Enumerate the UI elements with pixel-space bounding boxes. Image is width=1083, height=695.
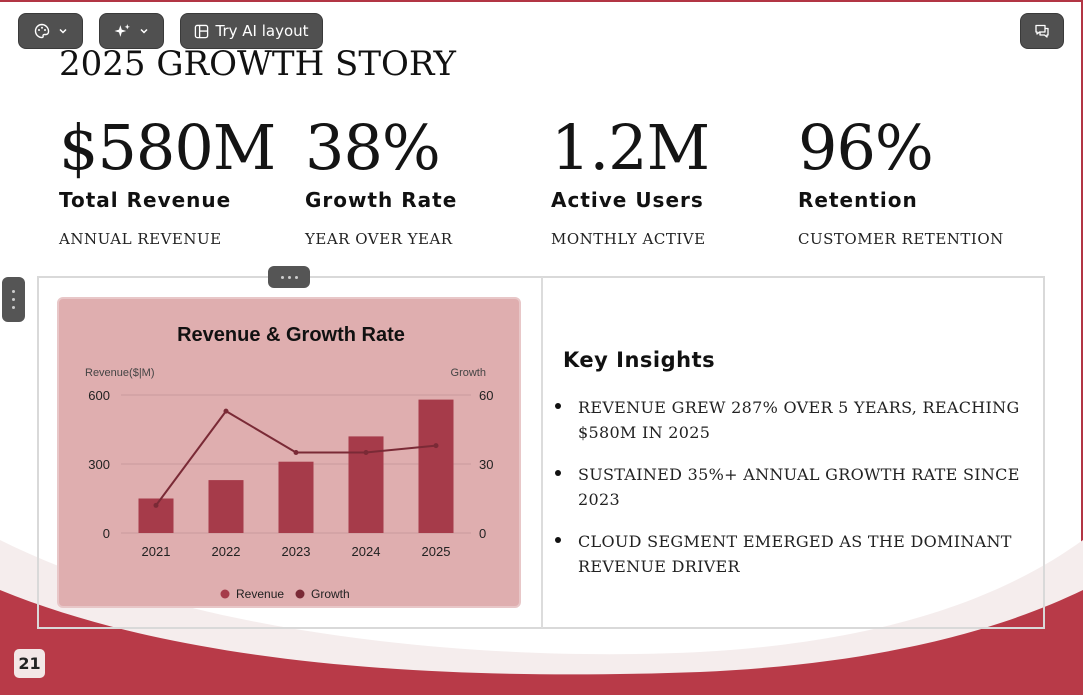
y-tick-label: 300 xyxy=(88,457,110,472)
revenue-growth-chart: Revenue & Growth Rate Revenue($|M) Growth 0… xyxy=(85,324,493,601)
growth-point xyxy=(293,450,299,455)
y-tick-label: 600 xyxy=(88,388,110,403)
try-ai-layout-label: Try AI layout xyxy=(215,22,309,40)
growth-point xyxy=(363,450,369,455)
x-tick-label: 2023 xyxy=(282,544,311,559)
layout-icon xyxy=(195,24,209,38)
stat-growth-rate: 38% Growth Rate YEAR OVER YEAR xyxy=(305,108,535,248)
x-tick-label: 2025 xyxy=(422,544,451,559)
legend-growth-label: Growth xyxy=(311,587,350,601)
x-tick-label: 2024 xyxy=(352,544,381,559)
stat-label: Total Revenue xyxy=(59,188,232,212)
row-drag-handle[interactable] xyxy=(268,266,310,288)
magic-button[interactable] xyxy=(99,13,164,49)
y-axis-label: Revenue($|M) xyxy=(85,367,155,379)
insight-item: SUSTAINED 35%+ ANNUAL GROWTH RATE SINCE … xyxy=(555,462,1025,512)
block-drag-handle[interactable] xyxy=(2,277,25,322)
slide-top-border xyxy=(0,0,1083,2)
chart-title: Revenue & Growth Rate xyxy=(177,324,405,346)
x-tick-label: 2021 xyxy=(142,544,171,559)
try-ai-layout-button[interactable]: Try AI layout xyxy=(180,13,323,49)
stat-value: 38% xyxy=(305,111,441,184)
theme-button[interactable] xyxy=(18,13,83,49)
stat-value: 1.2M xyxy=(551,111,710,184)
revenue-bar xyxy=(208,480,244,533)
growth-point xyxy=(153,502,159,508)
stat-label: Growth Rate xyxy=(305,188,458,212)
revenue-bar xyxy=(418,399,454,533)
stat-value: $580M xyxy=(59,111,276,184)
y-tick-label: 0 xyxy=(103,526,110,541)
insights-title: Key Insights xyxy=(563,348,716,372)
stat-label: Retention xyxy=(798,188,918,212)
x-tick-label: 2022 xyxy=(212,544,241,559)
revenue-bar xyxy=(278,461,314,533)
chevron-down-icon xyxy=(58,28,67,34)
legend-revenue-label: Revenue xyxy=(236,587,284,601)
y2-tick-label: 30 xyxy=(479,457,493,472)
insight-item: REVENUE GREW 287% OVER 5 YEARS, REACHING… xyxy=(555,395,1025,445)
insight-item: CLOUD SEGMENT EMERGED AS THE DOMINANT RE… xyxy=(555,529,1025,579)
y2-tick-label: 0 xyxy=(479,526,486,541)
comments-button[interactable] xyxy=(1020,13,1064,49)
stat-subtitle: MONTHLY ACTIVE xyxy=(551,230,706,248)
chevron-down-icon xyxy=(140,28,148,34)
stat-value: 96% xyxy=(798,111,934,184)
slide-title: 2025 GROWTH STORY xyxy=(59,44,456,84)
revenue-chart-card[interactable]: Revenue & Growth Rate Revenue($|M) Growth 0… xyxy=(57,297,521,608)
growth-point xyxy=(223,408,229,414)
stat-subtitle: CUSTOMER RETENTION xyxy=(798,230,1004,248)
growth-point xyxy=(433,443,439,449)
stat-active-users: 1.2M Active Users MONTHLY ACTIVE xyxy=(551,108,781,248)
insights-list: REVENUE GREW 287% OVER 5 YEARS, REACHING… xyxy=(555,395,1025,596)
stat-total-revenue: $580M Total Revenue ANNUAL REVENUE xyxy=(59,108,289,248)
stat-subtitle: ANNUAL REVENUE xyxy=(59,230,222,248)
y2-axis-label: Growth xyxy=(451,367,486,379)
legend-growth-swatch xyxy=(295,589,305,599)
column-divider xyxy=(541,277,543,628)
stat-retention: 96% Retention CUSTOMER RETENTION xyxy=(798,108,1028,248)
slide-right-border xyxy=(1081,0,1083,695)
sparkles-icon xyxy=(114,23,130,37)
page-number[interactable]: 21 xyxy=(14,649,45,678)
stat-subtitle: YEAR OVER YEAR xyxy=(305,230,453,248)
comments-icon xyxy=(1035,24,1049,38)
legend-revenue-swatch xyxy=(220,589,230,599)
y2-tick-label: 60 xyxy=(479,388,493,403)
stat-label: Active Users xyxy=(551,188,704,212)
palette-icon xyxy=(34,23,49,39)
